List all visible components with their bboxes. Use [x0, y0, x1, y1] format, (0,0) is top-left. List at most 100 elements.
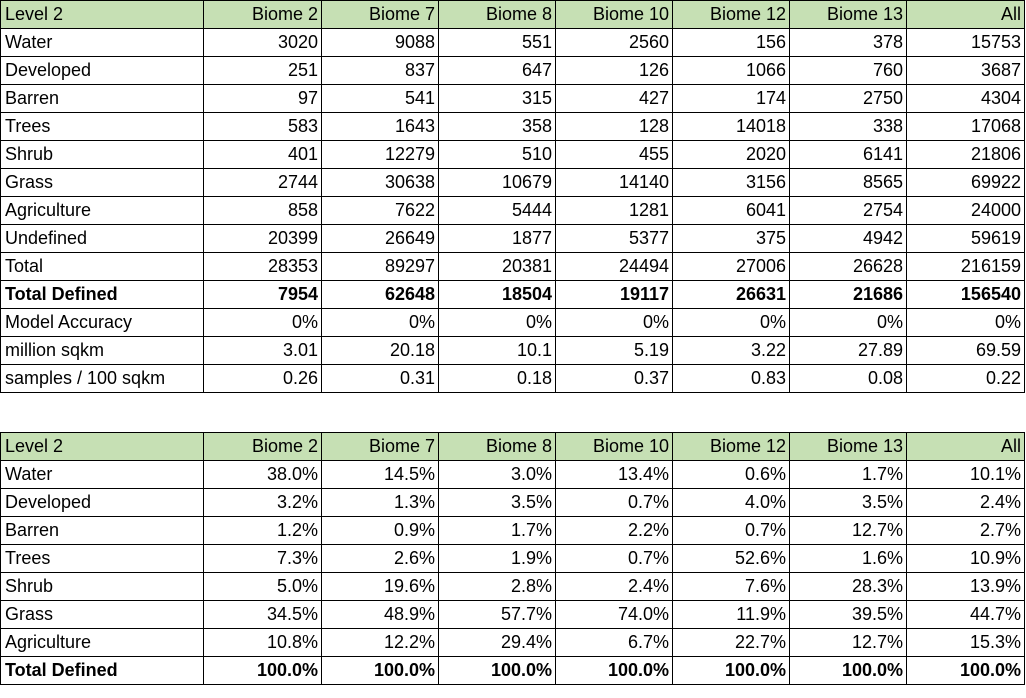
table-cell[interactable]: 647 — [438, 56, 556, 85]
table-cell[interactable]: 0.7% — [555, 488, 673, 517]
table-cell[interactable]: 28.3% — [789, 572, 907, 601]
table-cell[interactable]: 0.37 — [555, 364, 673, 393]
row-label-grass[interactable]: Grass — [0, 600, 204, 629]
table-cell[interactable]: 2.2% — [555, 516, 673, 545]
row-label-model-accuracy[interactable]: Model Accuracy — [0, 308, 204, 337]
column-header-biome-7[interactable]: Biome 7 — [321, 432, 439, 461]
table-cell[interactable]: 6041 — [672, 196, 790, 225]
table-cell[interactable]: 0.6% — [672, 460, 790, 489]
table-cell[interactable]: 216159 — [906, 252, 1025, 281]
table-cell[interactable]: 1281 — [555, 196, 673, 225]
table-cell[interactable]: 20381 — [438, 252, 556, 281]
table-cell[interactable]: 100.0% — [789, 656, 907, 685]
row-label-agriculture[interactable]: Agriculture — [0, 628, 204, 657]
table-cell[interactable]: 100.0% — [203, 656, 322, 685]
table-cell[interactable]: 541 — [321, 84, 439, 113]
column-header-biome-2[interactable]: Biome 2 — [203, 432, 322, 461]
column-header-biome-12[interactable]: Biome 12 — [672, 432, 790, 461]
table-cell[interactable]: 74.0% — [555, 600, 673, 629]
column-header-level-2[interactable]: Level 2 — [0, 0, 204, 29]
table-cell[interactable]: 0% — [438, 308, 556, 337]
table-cell[interactable]: 3.0% — [438, 460, 556, 489]
table-cell[interactable]: 0.31 — [321, 364, 439, 393]
table-cell[interactable]: 28353 — [203, 252, 322, 281]
table-cell[interactable]: 1.2% — [203, 516, 322, 545]
table-cell[interactable]: 6141 — [789, 140, 907, 169]
table-cell[interactable]: 2.4% — [555, 572, 673, 601]
row-label-shrub[interactable]: Shrub — [0, 572, 204, 601]
table-cell[interactable]: 5377 — [555, 224, 673, 253]
row-label-shrub[interactable]: Shrub — [0, 140, 204, 169]
table-cell[interactable]: 5444 — [438, 196, 556, 225]
table-cell[interactable]: 12.7% — [789, 628, 907, 657]
table-cell[interactable]: 69.59 — [906, 336, 1025, 365]
table-cell[interactable]: 2.4% — [906, 488, 1025, 517]
table-cell[interactable]: 510 — [438, 140, 556, 169]
table-cell[interactable]: 7.3% — [203, 544, 322, 573]
table-cell[interactable]: 13.4% — [555, 460, 673, 489]
table-cell[interactable]: 858 — [203, 196, 322, 225]
table-cell[interactable]: 174 — [672, 84, 790, 113]
table-cell[interactable]: 760 — [789, 56, 907, 85]
table-cell[interactable]: 100.0% — [555, 656, 673, 685]
table-cell[interactable]: 20399 — [203, 224, 322, 253]
table-cell[interactable]: 14.5% — [321, 460, 439, 489]
table-cell[interactable]: 583 — [203, 112, 322, 141]
row-label-undefined[interactable]: Undefined — [0, 224, 204, 253]
table-cell[interactable]: 21686 — [789, 280, 907, 309]
table-cell[interactable]: 4304 — [906, 84, 1025, 113]
table-cell[interactable]: 2744 — [203, 168, 322, 197]
column-header-biome-10[interactable]: Biome 10 — [555, 0, 673, 29]
table-cell[interactable]: 3.5% — [789, 488, 907, 517]
table-cell[interactable]: 100.0% — [321, 656, 439, 685]
table-cell[interactable]: 11.9% — [672, 600, 790, 629]
column-header-level-2[interactable]: Level 2 — [0, 432, 204, 461]
table-cell[interactable]: 2.7% — [906, 516, 1025, 545]
table-cell[interactable]: 10679 — [438, 168, 556, 197]
table-cell[interactable]: 17068 — [906, 112, 1025, 141]
table-cell[interactable]: 7954 — [203, 280, 322, 309]
table-cell[interactable]: 19.6% — [321, 572, 439, 601]
row-label-total[interactable]: Total — [0, 252, 204, 281]
table-cell[interactable]: 3.01 — [203, 336, 322, 365]
table-cell[interactable]: 2.6% — [321, 544, 439, 573]
row-label-barren[interactable]: Barren — [0, 84, 204, 113]
table-cell[interactable]: 12.7% — [789, 516, 907, 545]
table-cell[interactable]: 5.19 — [555, 336, 673, 365]
table-cell[interactable]: 22.7% — [672, 628, 790, 657]
table-cell[interactable]: 19117 — [555, 280, 673, 309]
column-header-all[interactable]: All — [906, 0, 1025, 29]
column-header-biome-2[interactable]: Biome 2 — [203, 0, 322, 29]
table-cell[interactable]: 2.8% — [438, 572, 556, 601]
table-cell[interactable]: 27006 — [672, 252, 790, 281]
table-cell[interactable]: 1877 — [438, 224, 556, 253]
table-cell[interactable]: 62648 — [321, 280, 439, 309]
column-header-biome-8[interactable]: Biome 8 — [438, 0, 556, 29]
table-cell[interactable]: 156 — [672, 28, 790, 57]
table-cell[interactable]: 837 — [321, 56, 439, 85]
table-cell[interactable]: 0.7% — [555, 544, 673, 573]
table-cell[interactable]: 2560 — [555, 28, 673, 57]
row-label-water[interactable]: Water — [0, 460, 204, 489]
table-cell[interactable]: 338 — [789, 112, 907, 141]
row-label-grass[interactable]: Grass — [0, 168, 204, 197]
table-cell[interactable]: 3.2% — [203, 488, 322, 517]
table-cell[interactable]: 12279 — [321, 140, 439, 169]
row-label-trees[interactable]: Trees — [0, 112, 204, 141]
table-cell[interactable]: 3020 — [203, 28, 322, 57]
row-label-developed[interactable]: Developed — [0, 488, 204, 517]
table-cell[interactable]: 14018 — [672, 112, 790, 141]
table-cell[interactable]: 4942 — [789, 224, 907, 253]
table-cell[interactable]: 0.22 — [906, 364, 1025, 393]
table-cell[interactable]: 14140 — [555, 168, 673, 197]
table-cell[interactable]: 315 — [438, 84, 556, 113]
row-label-total-defined[interactable]: Total Defined — [0, 656, 204, 685]
column-header-biome-10[interactable]: Biome 10 — [555, 432, 673, 461]
table-cell[interactable]: 156540 — [906, 280, 1025, 309]
table-cell[interactable]: 7622 — [321, 196, 439, 225]
table-cell[interactable]: 1.3% — [321, 488, 439, 517]
table-cell[interactable]: 100.0% — [438, 656, 556, 685]
table-cell[interactable]: 13.9% — [906, 572, 1025, 601]
table-cell[interactable]: 59619 — [906, 224, 1025, 253]
table-cell[interactable]: 4.0% — [672, 488, 790, 517]
